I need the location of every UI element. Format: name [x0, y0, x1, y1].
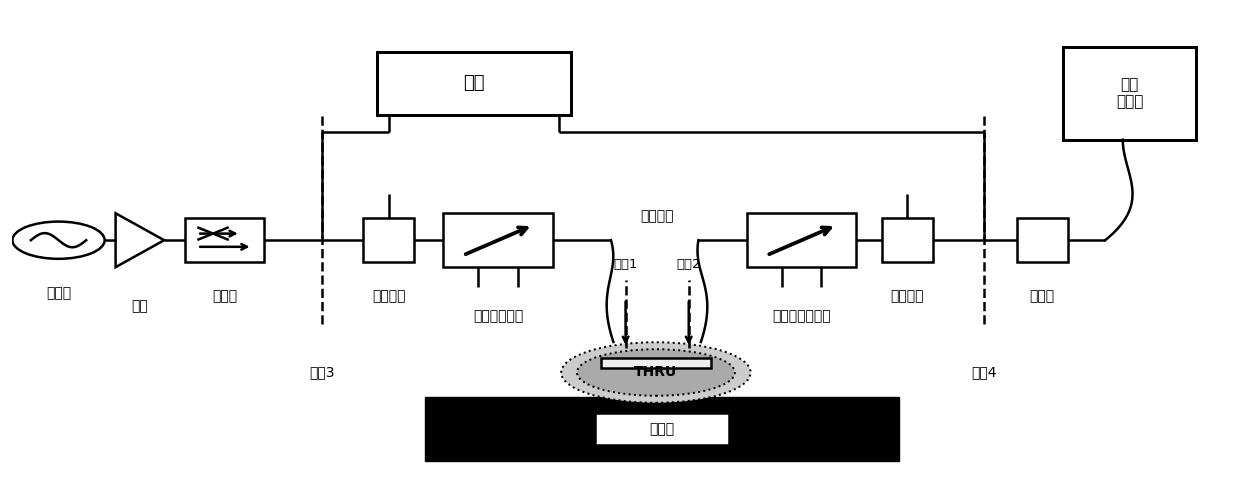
Bar: [377, 52, 571, 116]
Bar: [882, 218, 933, 262]
Bar: [186, 218, 264, 262]
Bar: [425, 397, 898, 460]
Bar: [601, 358, 711, 368]
Text: 端面2: 端面2: [676, 258, 701, 272]
Text: 隔离器: 隔离器: [212, 290, 238, 304]
Bar: [444, 213, 553, 267]
Text: 偏置网络: 偏置网络: [372, 290, 405, 304]
Bar: [1063, 46, 1196, 140]
Bar: [747, 213, 856, 267]
Text: 端面4: 端面4: [971, 366, 996, 380]
Text: 探针台: 探针台: [649, 422, 674, 436]
Bar: [1016, 218, 1068, 262]
Text: THRU: THRU: [634, 366, 678, 380]
Bar: [363, 218, 414, 262]
Text: 微波探针: 微波探针: [641, 209, 674, 223]
Ellipse shape: [577, 349, 735, 396]
Text: 衰减器: 衰减器: [1030, 290, 1054, 304]
Ellipse shape: [561, 342, 751, 403]
Text: 源阻抗调配器: 源阻抗调配器: [473, 309, 523, 323]
Text: 微波
功率计: 微波 功率计: [1116, 77, 1144, 110]
Text: 矢网: 矢网: [463, 74, 484, 92]
Text: 功放: 功放: [131, 300, 149, 314]
Bar: [595, 413, 729, 445]
Text: 偏置网络: 偏置网络: [891, 290, 924, 304]
Text: 负载阻抗调配器: 负载阻抗调配器: [772, 309, 831, 323]
Text: 信号源: 信号源: [46, 286, 71, 300]
Text: 端面3: 端面3: [310, 366, 335, 380]
Text: 端面1: 端面1: [613, 258, 638, 272]
